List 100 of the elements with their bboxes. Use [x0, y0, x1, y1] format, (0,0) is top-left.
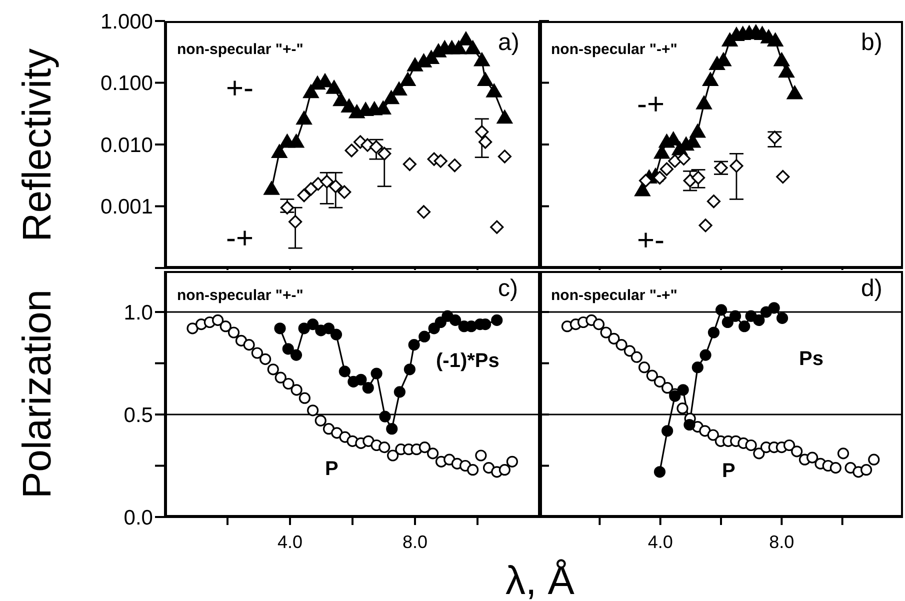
point: [362, 435, 374, 447]
series-label: P: [722, 460, 736, 483]
point: [630, 351, 642, 363]
point: [868, 454, 880, 466]
point: [646, 370, 658, 382]
point: [498, 150, 512, 164]
x-tick-label: 8.0: [402, 532, 428, 552]
series-label: Ps: [799, 348, 824, 371]
point: [698, 218, 712, 232]
point: [474, 52, 490, 66]
text: non-specular "-+": [551, 41, 678, 58]
point: [290, 349, 302, 361]
point: [296, 111, 312, 125]
point: [776, 170, 790, 184]
point: [355, 374, 367, 386]
point: [767, 32, 784, 46]
point: [378, 146, 392, 160]
point: [418, 330, 430, 342]
point: [404, 364, 416, 376]
point: [448, 158, 462, 172]
point: [331, 427, 343, 439]
point: [498, 464, 510, 476]
point: [303, 84, 319, 98]
point: [860, 464, 872, 476]
point: [465, 40, 481, 54]
point: [360, 138, 374, 152]
point: [434, 316, 446, 328]
point: [282, 343, 294, 355]
point: [592, 318, 605, 330]
point: [660, 162, 674, 176]
y-axis-title: Reflectivity: [16, 48, 60, 242]
point: [416, 205, 431, 219]
point: [243, 339, 255, 351]
point: [753, 448, 765, 460]
point: [730, 159, 744, 173]
point: [774, 52, 790, 66]
series-label: (-1)*Ps: [436, 350, 500, 373]
point: [662, 382, 674, 394]
y-tick-label: 0.100: [100, 72, 153, 96]
x-tick-label: 4.0: [648, 532, 673, 552]
x-tick-label: 8.0: [769, 532, 794, 552]
annotation: d): [861, 275, 882, 303]
point: [282, 378, 294, 390]
point: [328, 180, 342, 194]
series-label: -+: [637, 88, 665, 122]
point: [702, 72, 718, 86]
y-tick-label: 0.0: [124, 506, 153, 530]
point: [212, 314, 224, 326]
point: [478, 135, 492, 149]
point: [677, 384, 689, 396]
x-axis-title: λ, Å: [506, 559, 574, 601]
text: non-specular "+-": [177, 41, 304, 58]
point: [668, 154, 682, 168]
point: [288, 134, 304, 148]
point: [491, 314, 503, 326]
annotation: c): [498, 275, 518, 303]
point: [638, 362, 650, 374]
y-axis-title: Polarization: [16, 289, 60, 499]
point: [311, 177, 325, 191]
point: [370, 368, 382, 380]
point: [490, 220, 504, 234]
point: [699, 425, 711, 437]
point: [830, 462, 842, 474]
point: [400, 72, 416, 86]
text: non-specular "-+": [551, 287, 678, 304]
point: [616, 339, 628, 351]
point: [745, 439, 757, 452]
point: [378, 442, 390, 454]
point: [652, 170, 667, 184]
point: [418, 442, 430, 454]
point: [344, 144, 358, 158]
y-tick-label: 0.001: [100, 196, 153, 219]
point: [486, 84, 502, 98]
x-tick-label: 4.0: [277, 532, 303, 552]
point: [322, 322, 335, 334]
point: [690, 124, 706, 138]
point: [676, 402, 688, 414]
point: [458, 32, 474, 46]
point: [220, 320, 232, 332]
point: [383, 90, 400, 104]
point: [506, 456, 518, 468]
point: [402, 157, 416, 171]
point: [638, 174, 653, 188]
point: [362, 382, 374, 394]
point: [654, 376, 666, 388]
point: [475, 125, 489, 139]
point: [654, 466, 666, 478]
point: [320, 174, 334, 188]
point: [387, 450, 399, 462]
point: [778, 64, 794, 78]
point: [408, 339, 420, 351]
point: [450, 314, 462, 326]
point: [298, 392, 310, 404]
point: [260, 353, 272, 365]
y-tick-label: 0.010: [100, 134, 153, 157]
point: [251, 347, 263, 359]
point: [297, 188, 311, 202]
point: [624, 345, 636, 357]
point: [783, 439, 796, 452]
point: [391, 82, 407, 96]
